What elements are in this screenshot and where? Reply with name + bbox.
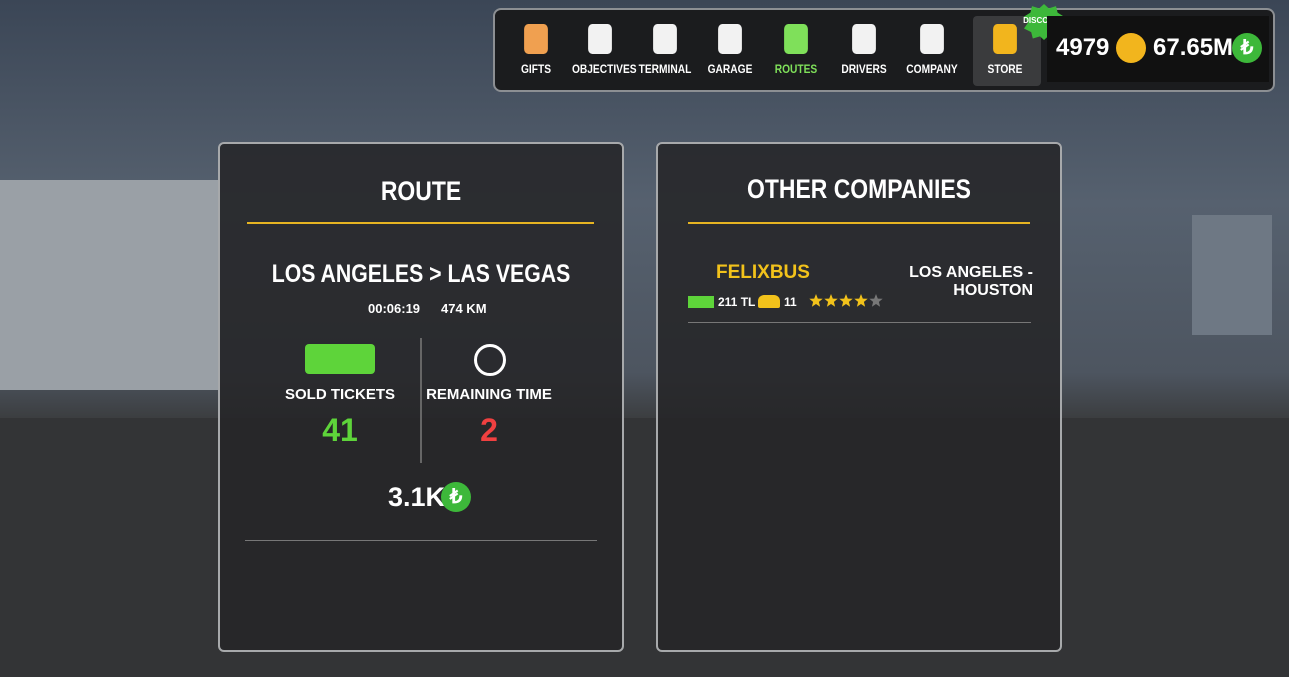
money: 67.65M bbox=[1153, 34, 1234, 61]
route-time: 00:06:19 bbox=[368, 301, 421, 316]
title-rule bbox=[247, 222, 594, 224]
coins: 4979 bbox=[1056, 34, 1110, 61]
nav-item[interactable]: GIFTS bbox=[508, 14, 564, 86]
ground bbox=[0, 418, 1289, 677]
star bbox=[824, 294, 838, 307]
company-drivers: 11 bbox=[784, 295, 797, 309]
nav-label: STORE bbox=[987, 62, 1023, 76]
nav-icon bbox=[852, 24, 876, 54]
nav-icon bbox=[718, 24, 742, 54]
background-building bbox=[0, 180, 218, 390]
star bbox=[869, 294, 883, 307]
route-name: LOS ANGELES > LAS VEGAS bbox=[271, 260, 571, 288]
nav-icon bbox=[784, 24, 808, 54]
coin-icon bbox=[1116, 33, 1146, 63]
company-route: LOS ANGELES - HOUSTON bbox=[909, 264, 1033, 299]
clock-icon bbox=[474, 344, 506, 376]
nav-item[interactable]: COMPANY bbox=[904, 14, 960, 86]
nav-item[interactable]: DRIVERS bbox=[836, 14, 892, 86]
currency-symbol: ₺ bbox=[441, 482, 471, 512]
star bbox=[809, 294, 823, 307]
nav-label: ROUTES bbox=[774, 62, 818, 76]
nav-label: GIFTS bbox=[520, 62, 552, 76]
divider bbox=[420, 338, 422, 463]
nav-label: DRIVERS bbox=[841, 62, 887, 76]
drivers-icon bbox=[758, 295, 780, 308]
route-distance: 474 KM bbox=[441, 301, 487, 316]
nav-item[interactable]: STORE bbox=[977, 14, 1033, 86]
others-panel bbox=[656, 142, 1062, 652]
nav-label: GARAGE bbox=[707, 62, 753, 76]
background-building bbox=[1192, 215, 1272, 335]
ticket-icon bbox=[688, 296, 714, 308]
remaining-label: REMAINING TIME bbox=[426, 386, 552, 403]
nav-item[interactable]: OBJECTIVES bbox=[572, 14, 637, 86]
currency-symbol: ₺ bbox=[1232, 33, 1262, 63]
nav-icon bbox=[653, 24, 677, 54]
nav-label: TERMINAL bbox=[638, 62, 692, 76]
title-rule bbox=[688, 222, 1030, 224]
star bbox=[839, 294, 853, 307]
separator bbox=[245, 540, 597, 541]
nav-label: COMPANY bbox=[906, 62, 958, 76]
nav-item[interactable]: TERMINAL bbox=[637, 14, 693, 86]
discount-label: DISCOUNT bbox=[1023, 16, 1065, 25]
nav-icon bbox=[588, 24, 612, 54]
company-row[interactable]: FELIXBUS LOS ANGELES - HOUSTON 211 TL 11 bbox=[688, 262, 1033, 322]
company-name: FELIXBUS bbox=[716, 262, 810, 283]
sold: 41 bbox=[322, 412, 358, 448]
rating bbox=[809, 294, 883, 307]
sold-label: SOLD TICKETS bbox=[284, 386, 395, 403]
nav-label: OBJECTIVES bbox=[571, 62, 637, 76]
nav-item[interactable]: GARAGE bbox=[702, 14, 758, 86]
separator bbox=[688, 322, 1031, 323]
route-title: ROUTE bbox=[380, 176, 462, 206]
remaining: 2 bbox=[480, 412, 498, 448]
others-title: OTHER COMPANIES bbox=[746, 174, 971, 204]
nav-icon bbox=[524, 24, 548, 54]
ticket-icon bbox=[305, 344, 375, 374]
nav-item[interactable]: ROUTES bbox=[768, 14, 824, 86]
income: 3.1K bbox=[388, 482, 446, 512]
nav-icon bbox=[920, 24, 944, 54]
company-price: 211 TL bbox=[718, 295, 756, 309]
nav-icon bbox=[993, 24, 1017, 54]
star bbox=[854, 294, 868, 307]
